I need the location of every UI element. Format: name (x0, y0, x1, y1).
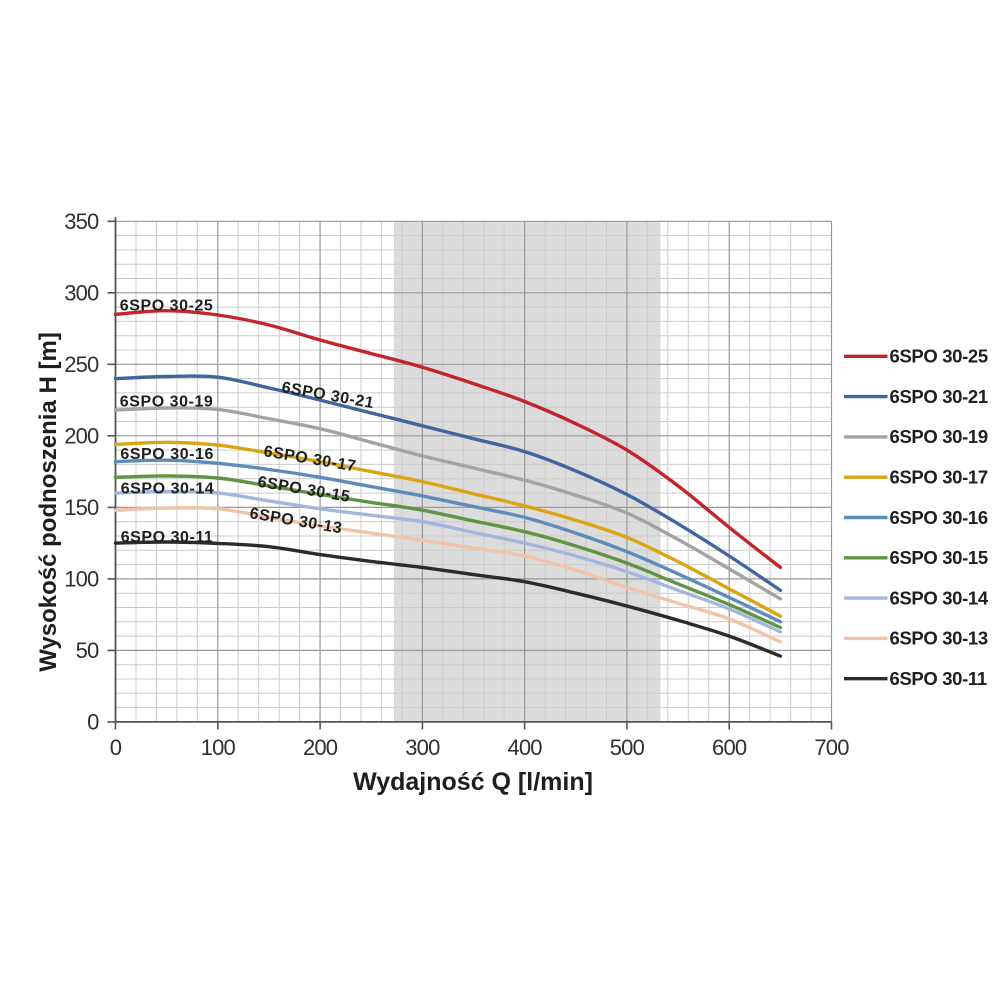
svg-text:6SPO 30-21: 6SPO 30-21 (890, 386, 988, 407)
svg-text:Wysokość podnoszenia H [m]: Wysokość podnoszenia H [m] (35, 332, 62, 672)
svg-text:6SPO 30-16: 6SPO 30-16 (890, 507, 988, 528)
svg-text:300: 300 (405, 735, 440, 760)
svg-text:6SPO 30-17: 6SPO 30-17 (890, 467, 988, 488)
svg-text:400: 400 (507, 735, 542, 760)
svg-text:250: 250 (64, 352, 99, 377)
svg-text:200: 200 (64, 423, 99, 448)
svg-text:6SPO 30-11: 6SPO 30-11 (121, 529, 214, 546)
svg-text:6SPO 30-13: 6SPO 30-13 (890, 628, 988, 649)
svg-text:6SPO 30-11: 6SPO 30-11 (890, 668, 987, 689)
svg-text:350: 350 (64, 209, 99, 234)
svg-text:100: 100 (64, 566, 99, 591)
svg-text:600: 600 (712, 735, 747, 760)
svg-text:300: 300 (64, 280, 99, 305)
svg-text:0: 0 (110, 735, 122, 760)
svg-text:6SPO 30-19: 6SPO 30-19 (120, 394, 214, 411)
svg-text:0: 0 (87, 709, 99, 734)
svg-text:6SPO 30-25: 6SPO 30-25 (120, 297, 214, 314)
svg-text:50: 50 (76, 638, 99, 663)
svg-text:6SPO 30-14: 6SPO 30-14 (890, 587, 989, 608)
svg-text:6SPO 30-14: 6SPO 30-14 (121, 481, 215, 498)
svg-text:150: 150 (64, 495, 99, 520)
svg-text:6SPO 30-16: 6SPO 30-16 (120, 446, 214, 463)
svg-text:500: 500 (610, 735, 645, 760)
svg-text:700: 700 (814, 735, 849, 760)
svg-text:6SPO 30-19: 6SPO 30-19 (890, 426, 988, 447)
svg-text:200: 200 (303, 735, 338, 760)
svg-text:Wydajność Q [l/min]: Wydajność Q [l/min] (353, 768, 593, 796)
svg-text:6SPO 30-15: 6SPO 30-15 (890, 547, 988, 568)
svg-text:100: 100 (201, 735, 236, 760)
svg-text:6SPO 30-25: 6SPO 30-25 (890, 346, 988, 367)
